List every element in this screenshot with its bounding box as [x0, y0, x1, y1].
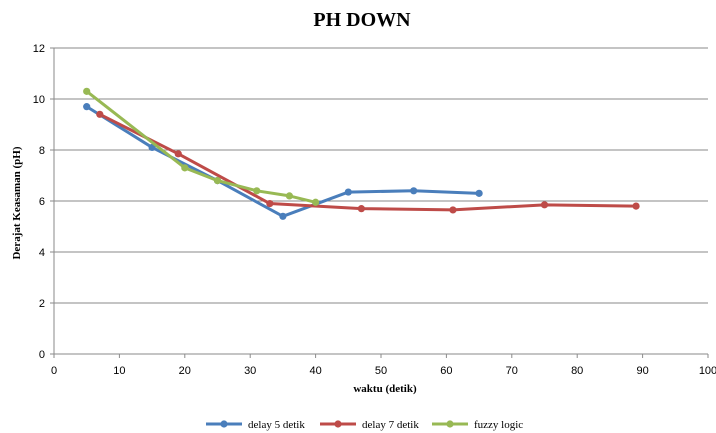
y-tick-label: 4	[39, 247, 45, 259]
x-tick-label: 0	[51, 365, 57, 377]
legend-label-delay-7-detik: delay 7 detik	[362, 419, 419, 431]
legend-marker-delay-5-detik	[220, 420, 228, 428]
y-tick-label: 0	[39, 349, 45, 361]
x-tick-label: 90	[636, 365, 648, 377]
x-tick-label: 20	[179, 365, 191, 377]
y-tick-label: 10	[33, 94, 45, 106]
x-tick-label: 100	[699, 365, 716, 377]
data-point-delay-7-detik	[266, 199, 274, 208]
data-point-delay-7-detik	[96, 110, 104, 118]
data-point-fuzzy-logic	[312, 198, 320, 206]
data-point-delay-7-detik	[632, 202, 640, 210]
series-group	[83, 87, 640, 220]
data-point-delay-5-detik	[344, 188, 352, 196]
y-tick-label: 8	[39, 145, 45, 157]
y-axis-ticks: 0 2 4 6 8 10 12	[33, 43, 54, 361]
gridlines	[54, 47, 708, 304]
series-line-fuzzy-logic	[85, 89, 318, 204]
legend-label-fuzzy-logic: fuzzy logic	[474, 419, 523, 431]
data-point-delay-7-detik	[174, 150, 182, 158]
data-point-fuzzy-logic	[285, 192, 294, 200]
data-point-fuzzy-logic	[83, 87, 91, 95]
y-tick-label: 6	[39, 196, 45, 208]
data-point-fuzzy-logic	[181, 164, 189, 172]
legend-marker-fuzzy-logic	[446, 420, 454, 428]
x-axis-label: waktu (detik)	[353, 383, 417, 395]
legend-label-delay-5-detik: delay 5 detik	[248, 419, 305, 431]
series-line-delay-5-detik	[85, 105, 481, 218]
y-axis-label: Derajat Keasaman (pH)	[11, 146, 23, 259]
x-tick-label: 60	[440, 365, 452, 377]
y-tick-label: 2	[39, 298, 45, 310]
data-point-fuzzy-logic	[213, 177, 222, 185]
data-point-delay-5-detik	[475, 189, 483, 197]
x-tick-label: 70	[506, 365, 518, 377]
x-tick-label: 80	[571, 365, 583, 377]
legend: delay 5 detik delay 7 detik fuzzy logic	[206, 419, 523, 431]
legend-marker-delay-7-detik	[334, 420, 342, 428]
y-tick-label: 12	[33, 43, 45, 55]
x-tick-label: 10	[113, 365, 125, 377]
x-tick-label: 40	[309, 365, 321, 377]
data-point-delay-5-detik	[83, 103, 91, 111]
x-tick-label: 50	[375, 365, 387, 377]
data-point-delay-7-detik	[449, 206, 457, 214]
data-point-delay-7-detik	[357, 205, 365, 213]
x-axis-ticks: 0 10 20 30 40 50 60 70 80 90 100	[51, 354, 716, 377]
x-tick-label: 30	[244, 365, 256, 377]
data-point-delay-5-detik	[279, 212, 287, 220]
data-point-delay-7-detik	[540, 201, 549, 209]
data-point-fuzzy-logic	[253, 187, 261, 195]
data-point-delay-5-detik	[410, 187, 418, 195]
chart-title: PH DOWN	[313, 9, 411, 31]
